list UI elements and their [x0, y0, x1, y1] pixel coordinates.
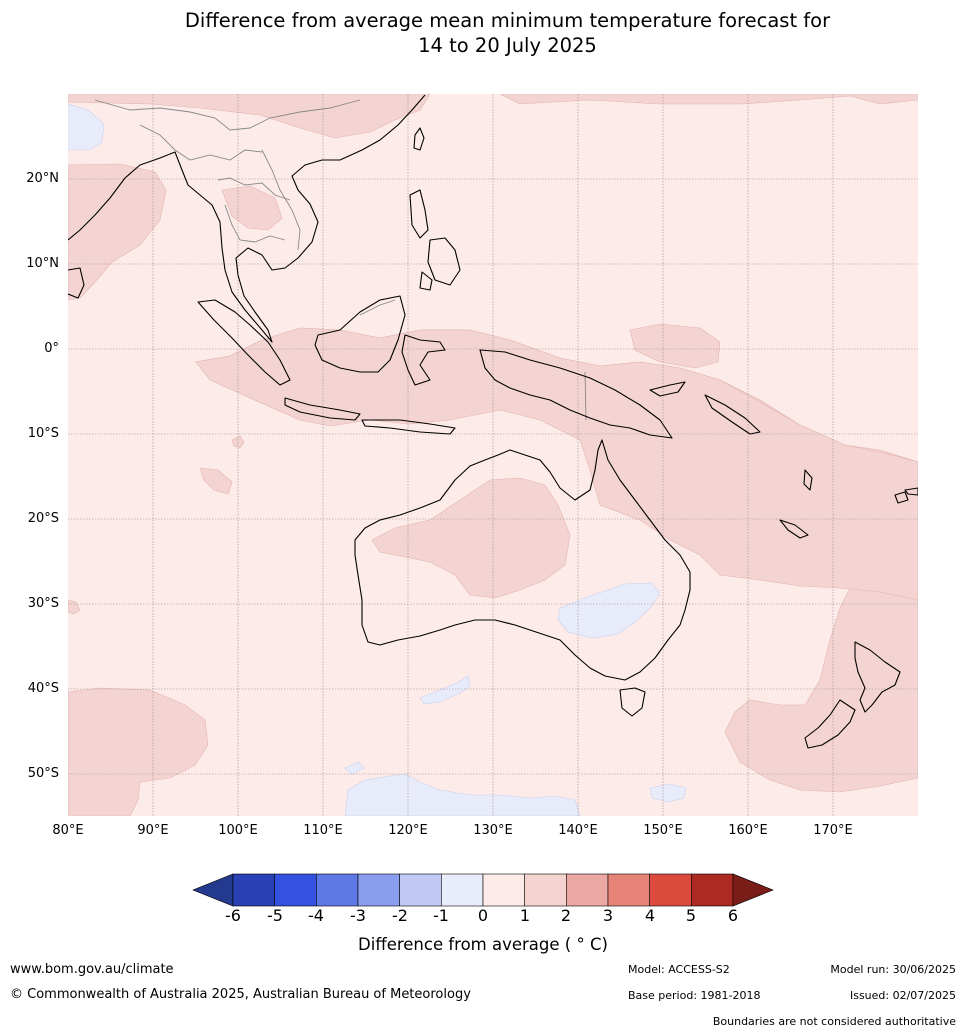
lat-label-10s: 10°S	[27, 426, 59, 441]
gridlines	[68, 94, 918, 816]
issued-text: Issued: 02/07/2025	[849, 989, 956, 1002]
country-borders	[94, 99, 587, 421]
lat-label-50s: 50°S	[27, 766, 59, 781]
lon-label-80e: 80°E	[52, 823, 84, 838]
colorbar-bin-m2-m1	[399, 873, 442, 907]
lat-label-20n: 20°N	[26, 171, 59, 186]
colorbar-bin-0-1	[482, 873, 526, 907]
website-link[interactable]: www.bom.gov.au/climate	[10, 962, 174, 977]
lat-label-20s: 20°S	[27, 511, 59, 526]
colorbar-bin-m3-m2	[357, 873, 401, 907]
lat-label-10n: 10°N	[26, 256, 59, 271]
lon-label-100e: 100°E	[218, 823, 258, 838]
colorbar-tick: 0	[477, 906, 489, 925]
colorbar-bin-m6-m5	[232, 873, 276, 907]
coastlines	[68, 94, 918, 749]
warm-anomaly-regions	[68, 94, 918, 816]
lon-label-110e: 110°E	[303, 823, 343, 838]
colorbar-tick: -4	[308, 906, 324, 925]
disclaimer-text: Boundaries are not considered authoritat…	[712, 1015, 956, 1028]
colorbar-bin-3-4	[607, 873, 651, 907]
colorbar-tick: -2	[392, 906, 408, 925]
lon-label-170e: 170°E	[813, 823, 853, 838]
colorbar-bin-5-6	[690, 873, 734, 907]
lon-label-150e: 150°E	[643, 823, 683, 838]
colorbar-tick: -5	[267, 906, 283, 925]
colorbar-tick: -1	[433, 906, 449, 925]
model-run-text: Model run: 30/06/2025	[830, 963, 956, 976]
colorbar-label: Difference from average ( ° C)	[358, 935, 608, 954]
colorbar-bin-m5-m4	[274, 873, 317, 907]
colorbar-tick: 1	[519, 906, 531, 925]
lon-label-140e: 140°E	[558, 823, 598, 838]
model-text: Model: ACCESS-S2	[628, 963, 730, 976]
lat-label-0: 0°	[44, 341, 59, 356]
chart-title: Difference from average mean minimum tem…	[0, 8, 965, 58]
colorbar-tick: 5	[685, 906, 697, 925]
colorbar-tick: 6	[727, 906, 739, 925]
base-period-text: Base period: 1981-2018	[628, 989, 761, 1002]
colorbar-bin-4-5	[649, 873, 692, 907]
colorbar-tick: 2	[560, 906, 572, 925]
colorbar	[192, 873, 774, 907]
colorbar-tick: -6	[225, 906, 241, 925]
colorbar-tick: 3	[602, 906, 614, 925]
colorbar-bin-2-3	[565, 873, 609, 907]
colorbar-tick: 4	[644, 906, 656, 925]
title-line-1: Difference from average mean minimum tem…	[184, 9, 831, 32]
copyright-text: © Commonwealth of Australia 2025, Austra…	[10, 987, 471, 1002]
lon-label-160e: 160°E	[728, 823, 768, 838]
colorbar-tick: -3	[350, 906, 366, 925]
colorbar-bin-m1-0	[440, 873, 484, 907]
lon-label-130e: 130°E	[473, 823, 513, 838]
lat-label-40s: 40°S	[27, 681, 59, 696]
colorbar-bin-m4-m3	[315, 873, 359, 907]
title-line-2: 14 to 20 July 2025	[418, 34, 597, 57]
lon-label-120e: 120°E	[388, 823, 428, 838]
colorbar-bin-1-2	[524, 873, 567, 907]
lon-label-90e: 90°E	[137, 823, 169, 838]
lat-label-30s: 30°S	[27, 596, 59, 611]
cool-anomaly-regions	[68, 103, 687, 816]
colorbar-high-extension	[732, 873, 774, 907]
colorbar-low-extension	[192, 873, 234, 907]
